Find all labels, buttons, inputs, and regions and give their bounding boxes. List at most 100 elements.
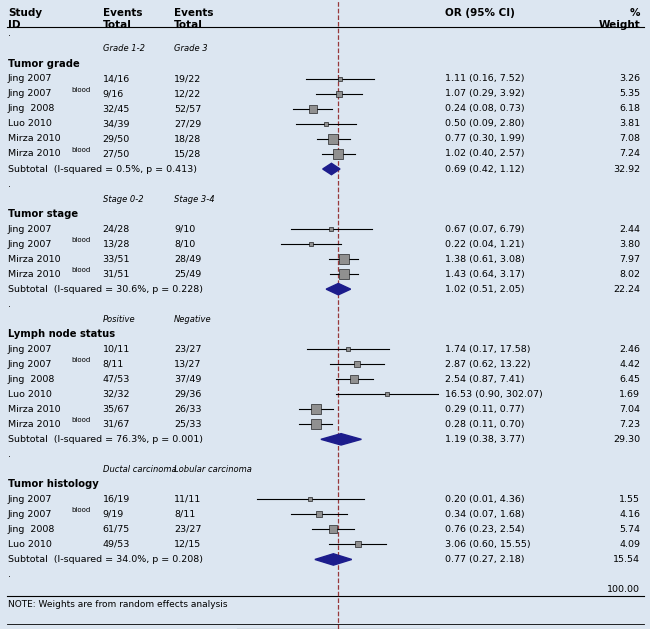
Text: 34/39: 34/39	[103, 120, 130, 128]
Text: 29.30: 29.30	[613, 435, 640, 444]
Text: 23/27: 23/27	[174, 525, 202, 534]
Polygon shape	[326, 284, 350, 295]
Text: 1.19 (0.38, 3.77): 1.19 (0.38, 3.77)	[445, 435, 525, 444]
Text: 23/27: 23/27	[174, 345, 202, 353]
Text: Jing 2007: Jing 2007	[8, 240, 52, 248]
Text: 25/33: 25/33	[174, 420, 202, 429]
Text: Lobular carcinoma: Lobular carcinoma	[174, 465, 252, 474]
Text: Jing  2008: Jing 2008	[8, 375, 55, 384]
Text: 49/53: 49/53	[103, 540, 130, 549]
Text: blood: blood	[72, 267, 91, 273]
Text: Luo 2010: Luo 2010	[8, 390, 52, 399]
Text: 0.29 (0.11, 0.77): 0.29 (0.11, 0.77)	[445, 405, 525, 414]
Text: 11/11: 11/11	[174, 495, 202, 504]
Text: Luo 2010: Luo 2010	[8, 540, 52, 549]
Text: 7.24: 7.24	[619, 150, 640, 159]
Text: Mirza 2010: Mirza 2010	[8, 135, 60, 143]
Text: 47/53: 47/53	[103, 375, 130, 384]
Polygon shape	[322, 164, 340, 175]
Text: 0.34 (0.07, 1.68): 0.34 (0.07, 1.68)	[445, 510, 525, 519]
Text: Tumor stage: Tumor stage	[8, 209, 78, 219]
Text: 1.11 (0.16, 7.52): 1.11 (0.16, 7.52)	[445, 74, 525, 84]
Text: 3.26: 3.26	[619, 74, 640, 84]
Text: 2.46: 2.46	[619, 345, 640, 353]
Text: 2.54 (0.87, 7.41): 2.54 (0.87, 7.41)	[445, 375, 525, 384]
Text: 5.74: 5.74	[619, 525, 640, 534]
Text: Mirza 2010: Mirza 2010	[8, 150, 60, 159]
Text: Events: Events	[174, 8, 214, 18]
Text: 0.69 (0.42, 1.12): 0.69 (0.42, 1.12)	[445, 165, 525, 174]
Text: 31/51: 31/51	[103, 270, 130, 279]
Text: 13/28: 13/28	[103, 240, 130, 248]
Text: Jing 2007: Jing 2007	[8, 360, 52, 369]
Polygon shape	[321, 433, 361, 445]
Text: Jing 2007: Jing 2007	[8, 89, 52, 98]
Text: Ductal carcinoma: Ductal carcinoma	[103, 465, 176, 474]
Text: OR (95% CI): OR (95% CI)	[445, 8, 515, 18]
Text: 1.69: 1.69	[619, 390, 640, 399]
Text: .: .	[8, 179, 11, 189]
Text: 4.09: 4.09	[619, 540, 640, 549]
Text: 0.77 (0.27, 2.18): 0.77 (0.27, 2.18)	[445, 555, 525, 564]
Text: 35/67: 35/67	[103, 405, 130, 414]
Text: Mirza 2010: Mirza 2010	[8, 255, 60, 264]
Text: Luo 2010: Luo 2010	[8, 120, 52, 128]
Text: Positive: Positive	[103, 314, 135, 324]
Text: 33/51: 33/51	[103, 255, 130, 264]
Text: 5.35: 5.35	[619, 89, 640, 98]
Text: 8/11: 8/11	[174, 510, 196, 519]
Text: 26/33: 26/33	[174, 405, 202, 414]
Text: 9/16: 9/16	[103, 89, 124, 98]
Polygon shape	[315, 554, 352, 565]
Text: 32/45: 32/45	[103, 104, 130, 113]
Text: 52/57: 52/57	[174, 104, 202, 113]
Text: Events: Events	[103, 8, 142, 18]
Text: 29/50: 29/50	[103, 135, 130, 143]
Text: Lymph node status: Lymph node status	[8, 329, 115, 339]
Text: 4.42: 4.42	[619, 360, 640, 369]
Text: .: .	[8, 450, 11, 459]
Text: 100.00: 100.00	[607, 585, 640, 594]
Text: Mirza 2010: Mirza 2010	[8, 270, 60, 279]
Text: 25/49: 25/49	[174, 270, 202, 279]
Text: 4.16: 4.16	[619, 510, 640, 519]
Text: 1.55: 1.55	[619, 495, 640, 504]
Text: 1.74 (0.17, 17.58): 1.74 (0.17, 17.58)	[445, 345, 531, 353]
Text: 1.43 (0.64, 3.17): 1.43 (0.64, 3.17)	[445, 270, 525, 279]
Text: Tumor grade: Tumor grade	[8, 59, 79, 69]
Text: blood: blood	[72, 147, 91, 153]
Text: Study: Study	[8, 8, 42, 18]
Text: 18/28: 18/28	[174, 135, 202, 143]
Text: Jing 2007: Jing 2007	[8, 510, 52, 519]
Text: 0.76 (0.23, 2.54): 0.76 (0.23, 2.54)	[445, 525, 525, 534]
Text: 27/29: 27/29	[174, 120, 202, 128]
Text: .: .	[8, 299, 11, 309]
Text: blood: blood	[72, 87, 91, 92]
Text: Grade 3: Grade 3	[174, 45, 208, 53]
Text: 29/36: 29/36	[174, 390, 202, 399]
Text: 13/27: 13/27	[174, 360, 202, 369]
Text: 0.22 (0.04, 1.21): 0.22 (0.04, 1.21)	[445, 240, 525, 248]
Text: 0.20 (0.01, 4.36): 0.20 (0.01, 4.36)	[445, 495, 525, 504]
Text: 9/10: 9/10	[174, 225, 196, 233]
Text: 0.67 (0.07, 6.79): 0.67 (0.07, 6.79)	[445, 225, 525, 233]
Text: 7.04: 7.04	[619, 405, 640, 414]
Text: 16.53 (0.90, 302.07): 16.53 (0.90, 302.07)	[445, 390, 543, 399]
Text: 15.54: 15.54	[613, 555, 640, 564]
Text: Jing 2007: Jing 2007	[8, 345, 52, 353]
Text: 10/11: 10/11	[103, 345, 130, 353]
Text: Mirza 2010: Mirza 2010	[8, 420, 60, 429]
Text: Jing 2007: Jing 2007	[8, 495, 52, 504]
Text: Subtotal  (I-squared = 30.6%, p = 0.228): Subtotal (I-squared = 30.6%, p = 0.228)	[8, 285, 203, 294]
Text: 0.50 (0.09, 2.80): 0.50 (0.09, 2.80)	[445, 120, 525, 128]
Text: 1.02 (0.40, 2.57): 1.02 (0.40, 2.57)	[445, 150, 525, 159]
Text: 27/50: 27/50	[103, 150, 130, 159]
Text: 1.02 (0.51, 2.05): 1.02 (0.51, 2.05)	[445, 285, 525, 294]
Text: 7.23: 7.23	[619, 420, 640, 429]
Text: Jing 2007: Jing 2007	[8, 225, 52, 233]
Text: NOTE: Weights are from random effects analysis: NOTE: Weights are from random effects an…	[8, 600, 228, 609]
Text: 1.07 (0.29, 3.92): 1.07 (0.29, 3.92)	[445, 89, 525, 98]
Text: Total: Total	[174, 20, 203, 30]
Text: 15/28: 15/28	[174, 150, 202, 159]
Text: 22.24: 22.24	[613, 285, 640, 294]
